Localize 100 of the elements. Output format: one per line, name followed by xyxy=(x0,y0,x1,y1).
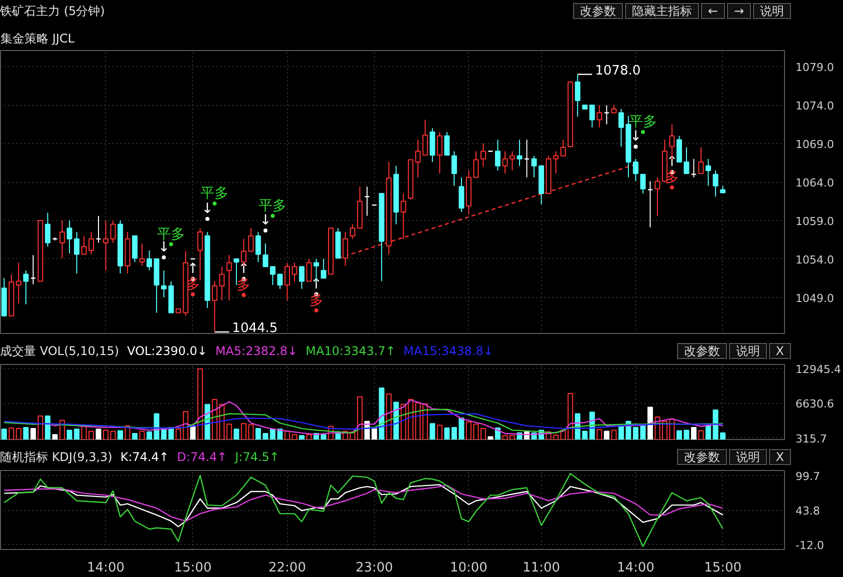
text: 说明 xyxy=(753,3,791,19)
x-tick-label: 23:00 xyxy=(356,560,394,576)
candlestick xyxy=(458,176,464,212)
candlestick xyxy=(139,243,145,266)
data-label: 多 xyxy=(309,292,324,308)
line-series xyxy=(4,408,724,434)
line-series xyxy=(4,413,724,430)
candlestick xyxy=(23,270,29,305)
bar xyxy=(38,415,44,440)
candlestick xyxy=(66,220,72,254)
candlestick xyxy=(690,158,697,178)
candlestick xyxy=(436,132,442,174)
bar xyxy=(436,424,442,440)
y-tick-label: 315.7 xyxy=(796,432,827,446)
line-series xyxy=(4,472,724,548)
candlestick xyxy=(604,104,610,125)
candlestick xyxy=(320,258,326,279)
candlestick xyxy=(502,150,508,174)
candlestick xyxy=(516,139,522,166)
y-tick-label: 1049.0 xyxy=(796,292,834,305)
text: X xyxy=(768,449,791,465)
bar xyxy=(488,436,494,440)
bar xyxy=(691,426,697,440)
bar xyxy=(16,428,22,440)
bar xyxy=(204,404,210,440)
bar xyxy=(386,394,392,440)
candlestick xyxy=(480,143,486,168)
candlestick xyxy=(676,135,682,163)
data-label: ↑ xyxy=(187,260,199,277)
candlestick xyxy=(103,220,109,271)
candlestick xyxy=(647,180,654,228)
bar xyxy=(706,424,712,440)
bar xyxy=(611,430,617,440)
point xyxy=(314,308,318,312)
y-tick-label: 1074.0 xyxy=(796,100,834,113)
y-tick-label: 1054.0 xyxy=(796,253,834,266)
text: MA10:3343.7↑ xyxy=(306,344,396,358)
candlestick xyxy=(596,104,602,128)
candlestick xyxy=(654,176,660,216)
point xyxy=(670,185,674,190)
candlestick xyxy=(255,231,261,262)
candlestick xyxy=(589,104,595,128)
point xyxy=(162,255,166,260)
data-label: 1044.5 xyxy=(232,320,278,336)
y-tick-label: 1069.0 xyxy=(796,138,834,152)
bar xyxy=(647,406,653,440)
candlestick xyxy=(444,132,450,156)
point xyxy=(169,242,174,246)
chart-title: 铁矿石主力 (5分钟) xyxy=(0,4,105,18)
candlestick xyxy=(277,274,283,290)
bar xyxy=(110,430,116,440)
bar xyxy=(44,415,50,440)
candlestick xyxy=(96,215,102,244)
candlestick xyxy=(712,170,718,198)
candlestick xyxy=(510,150,516,171)
bar xyxy=(698,430,704,440)
bar xyxy=(197,368,203,440)
candlestick xyxy=(197,228,203,281)
chart-title: 随机指标 KDJ(9,3,3) xyxy=(0,450,112,464)
chart-subtitle: 集金策略 JJCL xyxy=(0,32,75,46)
candlestick xyxy=(16,262,22,304)
bar xyxy=(88,430,94,440)
y-tick-label: 1059.0 xyxy=(796,214,834,228)
bar xyxy=(393,402,399,440)
y-tick-label: 1079.0 xyxy=(796,61,834,74)
point xyxy=(242,293,246,298)
point xyxy=(263,228,268,232)
bar xyxy=(1,428,7,440)
y-tick-label: 99.7 xyxy=(796,470,820,484)
bar xyxy=(234,428,240,440)
candlestick xyxy=(306,258,312,282)
data-label: ↓ xyxy=(630,128,642,145)
y-tick-label: -12.0 xyxy=(796,539,824,552)
y-tick-label: 1064.0 xyxy=(796,176,834,190)
bar xyxy=(378,388,384,440)
text: 改参数 xyxy=(572,3,623,19)
data-label: 多 xyxy=(236,277,251,294)
bar xyxy=(132,432,138,440)
series-label: VOL:2390.0↓ xyxy=(127,344,208,358)
data-label: ↓ xyxy=(202,200,214,217)
candlestick xyxy=(698,146,704,174)
text: X xyxy=(768,343,791,359)
chart-title: 成交量 VOL(5,10,15) xyxy=(0,344,120,358)
bar xyxy=(23,426,29,440)
x-tick-label: 14:00 xyxy=(616,560,654,576)
bar xyxy=(299,435,305,440)
candlestick xyxy=(400,193,406,240)
text: K:74.4↑ xyxy=(120,450,170,464)
point xyxy=(190,292,195,296)
bar xyxy=(306,434,312,440)
bar xyxy=(604,430,610,440)
candlestick xyxy=(495,139,501,171)
x-tick-label: 10:00 xyxy=(450,560,488,576)
candlestick xyxy=(262,243,268,268)
y-tick-label: 43.8 xyxy=(796,504,820,518)
candlestick xyxy=(422,119,428,156)
bar xyxy=(444,428,450,440)
y-tick-label: 6630.6 xyxy=(796,398,834,411)
data-label: 平多 xyxy=(258,198,287,214)
text: MA15:3438.8↓ xyxy=(404,344,494,358)
